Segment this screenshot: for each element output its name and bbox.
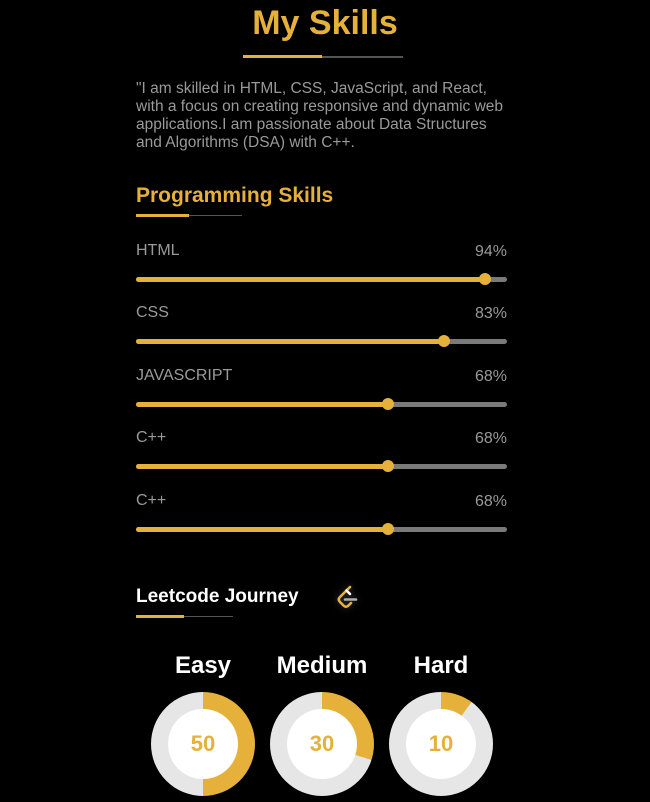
leetcode-hard: Hard 10 [389, 652, 493, 802]
skill-progress-knob [437, 335, 450, 347]
difficulty-count: 30 [309, 731, 335, 756]
skill-percent: 68% [474, 368, 507, 385]
programming-skills-underline [136, 214, 242, 217]
difficulty-progress-ring: 10 [389, 692, 493, 796]
skill-percent: 94% [474, 243, 507, 260]
skill-name: CSS [136, 304, 169, 321]
skill-progress-track [136, 273, 507, 285]
difficulty-label: Hard [413, 652, 469, 679]
skill-css: CSS 83% [136, 304, 507, 354]
skill-name: JAVASCRIPT [136, 367, 233, 384]
intro-text: "I am skilled in HTML, CSS, JavaScript, … [136, 80, 504, 151]
skill-percent: 68% [474, 493, 507, 510]
difficulty-count: 10 [428, 731, 454, 756]
title-underline-accent [243, 55, 322, 58]
page-title: My Skills [252, 4, 398, 42]
skill-progress-knob [478, 273, 491, 285]
title-underline [243, 55, 403, 58]
skill-progress-knob [382, 523, 395, 535]
skill-progress-knob [382, 460, 395, 472]
difficulty-label: Medium [276, 652, 368, 679]
skill-progress-fill [136, 277, 485, 282]
difficulty-label: Easy [174, 652, 232, 679]
leetcode-logo-icon [337, 585, 358, 609]
programming-skills-underline-accent [136, 214, 189, 217]
skill-progress-fill [136, 402, 389, 407]
leetcode-easy: Easy 50 [151, 652, 255, 802]
skill-name: C++ [136, 429, 167, 446]
skill-progress-fill [136, 339, 444, 344]
skill-name: C++ [136, 492, 167, 509]
skill-progress-fill [136, 527, 389, 532]
leetcode-journey-title: Leetcode Journey [136, 586, 299, 607]
skill-cpp: C++ 68% [136, 429, 507, 479]
skill-percent: 83% [474, 305, 507, 322]
skill-percent: 68% [474, 430, 507, 447]
skill-name: HTML [136, 242, 180, 259]
difficulty-progress-ring: 30 [270, 692, 374, 796]
skill-progress-track [136, 335, 507, 347]
skill-cpp-2: C++ 68% [136, 492, 507, 542]
difficulty-count: 50 [190, 731, 216, 756]
programming-skills-title: Programming Skills [136, 184, 334, 207]
difficulty-ring-center: 30 [287, 709, 357, 779]
leetcode-journey-underline [136, 615, 233, 618]
skill-progress-knob [382, 398, 395, 410]
leetcode-medium: Medium 30 [270, 652, 374, 802]
difficulty-progress-ring: 50 [151, 692, 255, 796]
difficulty-ring-center: 50 [168, 709, 238, 779]
skill-progress-fill [136, 464, 389, 469]
difficulty-ring-center: 10 [406, 709, 476, 779]
skill-progress-track [136, 460, 507, 472]
skill-progress-track [136, 523, 507, 535]
skill-html: HTML 94% [136, 242, 507, 292]
skill-progress-track [136, 398, 507, 410]
leetcode-journey-underline-accent [136, 615, 184, 618]
skill-javascript: JAVASCRIPT 68% [136, 367, 507, 417]
